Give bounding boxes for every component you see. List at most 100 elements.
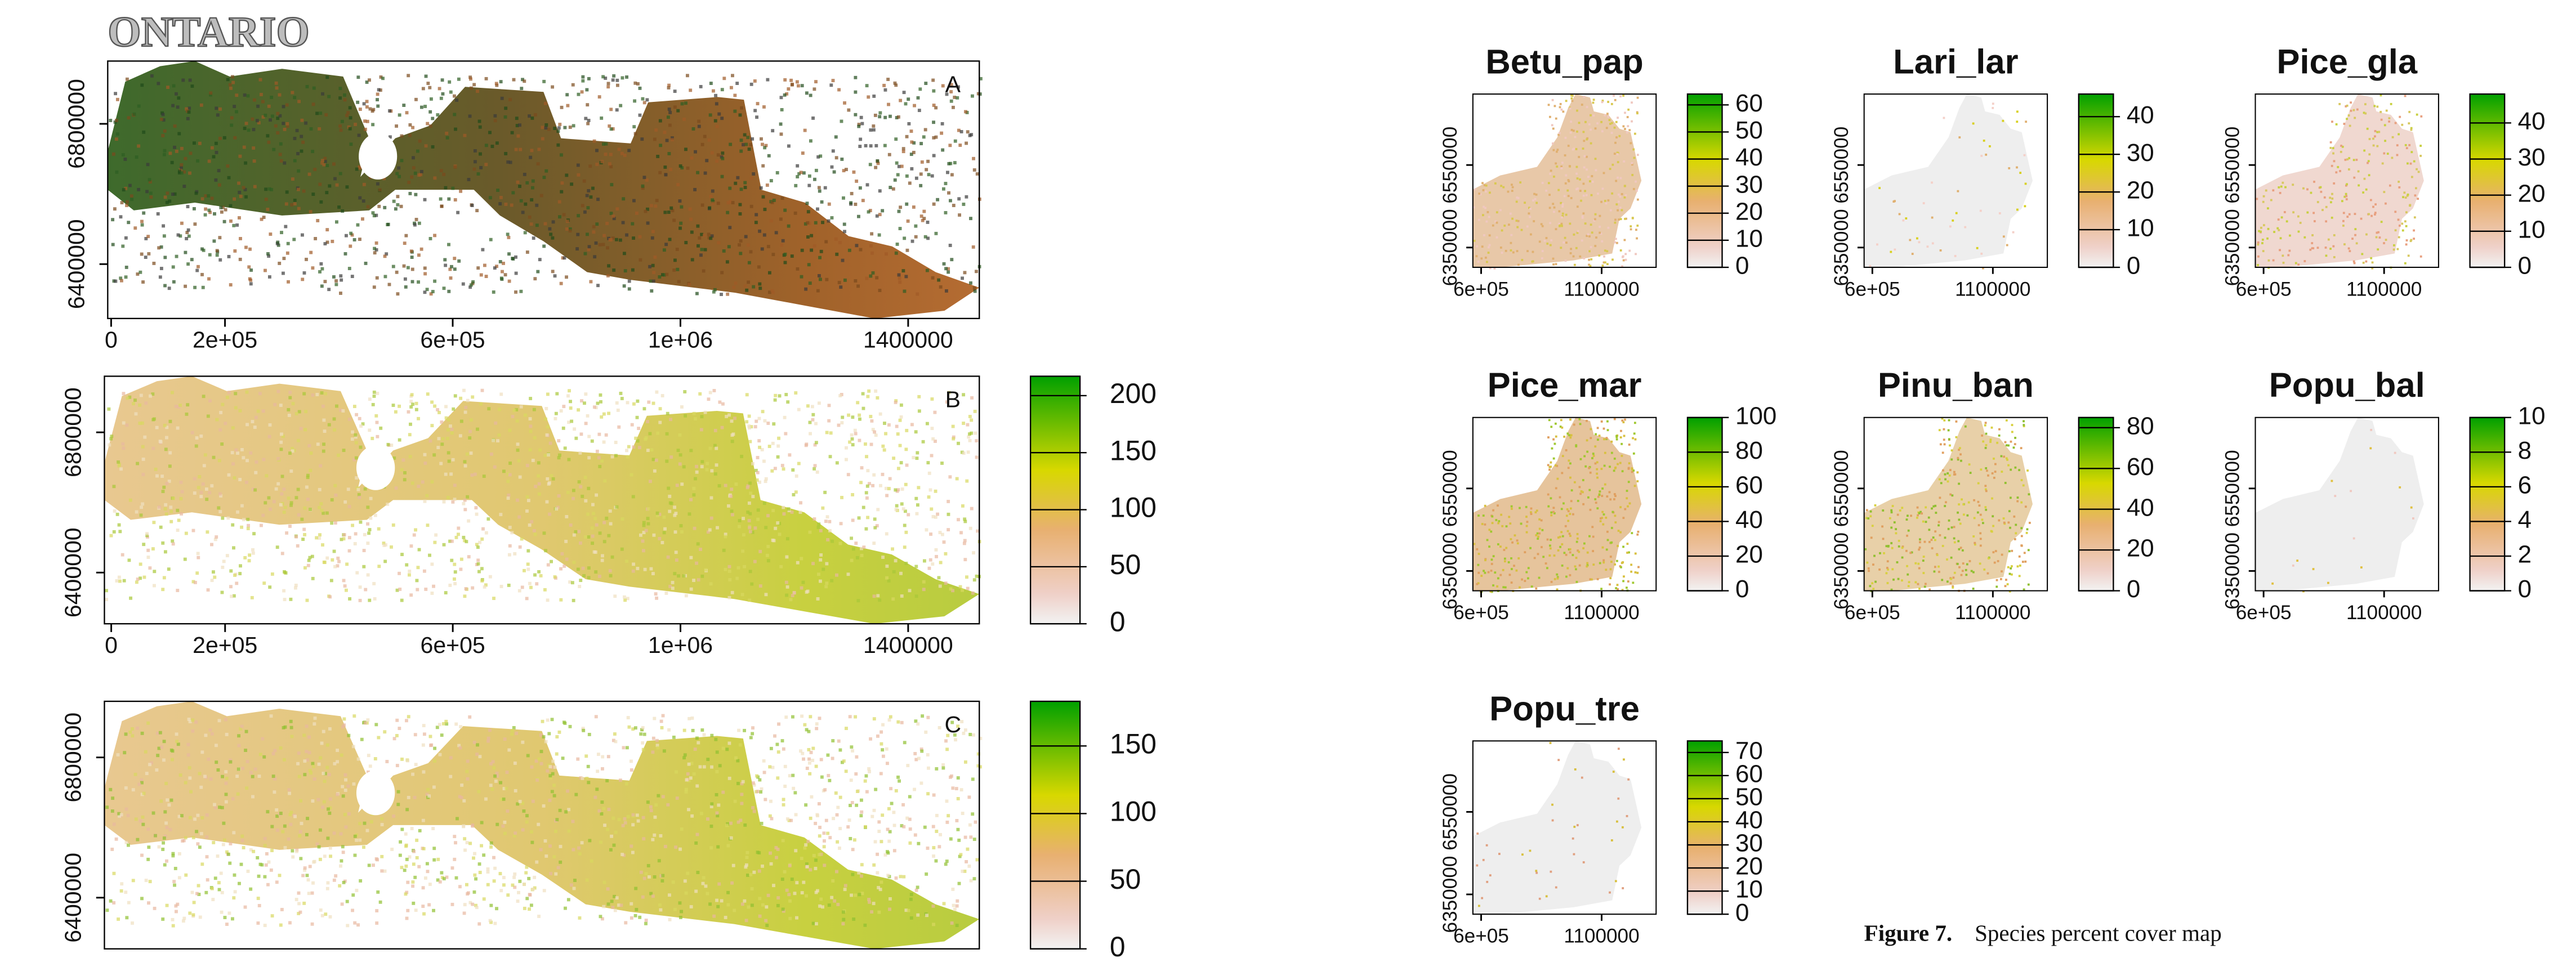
map-pixel — [788, 774, 792, 777]
map-pixel — [776, 776, 779, 780]
map-pixel — [2398, 133, 2400, 136]
map-pixel — [770, 747, 773, 750]
map-pixel — [644, 922, 648, 925]
map-pixel — [322, 772, 325, 775]
map-pixel — [950, 173, 954, 177]
map-pixel — [728, 578, 731, 581]
map-pixel — [856, 790, 859, 793]
map-pixel — [783, 416, 787, 419]
species-title: Betu_pap — [1485, 43, 1643, 82]
map-pixel — [672, 880, 675, 884]
map-pixel — [487, 407, 490, 410]
map-pixel — [858, 418, 861, 421]
map-pixel — [200, 491, 203, 494]
map-pixel — [752, 871, 756, 874]
map-pixel — [181, 79, 185, 82]
map-pixel — [882, 755, 885, 758]
map-pixel — [934, 490, 937, 493]
map-pixel — [2348, 168, 2350, 171]
map-pixel — [639, 114, 642, 117]
map-pixel — [569, 406, 573, 410]
map-pixel — [227, 176, 231, 180]
map-pixel — [810, 751, 813, 754]
map-pixel — [932, 104, 936, 107]
map-pixel — [354, 123, 357, 126]
map-pixel — [2292, 183, 2294, 186]
map-pixel — [153, 417, 156, 420]
map-pixel — [234, 449, 238, 452]
map-pixel — [342, 794, 345, 798]
map-pixel — [1635, 253, 1637, 255]
map-pixel — [275, 82, 278, 85]
map-pixel — [850, 192, 854, 195]
map-pixel — [476, 428, 479, 431]
map-pixel — [399, 840, 402, 844]
map-pixel — [528, 907, 531, 911]
map-pixel — [655, 199, 659, 202]
map-pixel — [584, 535, 587, 539]
map-pixel — [2376, 145, 2378, 147]
map-pixel — [418, 222, 421, 225]
map-pixel — [318, 127, 321, 131]
map-pixel — [497, 433, 501, 437]
map-pixel — [175, 150, 178, 153]
map-pixel — [182, 185, 186, 188]
map-pixel — [586, 194, 589, 197]
map-pixel — [592, 225, 596, 229]
map-pixel — [887, 579, 891, 583]
map-pixel — [957, 776, 960, 780]
map-pixel — [632, 125, 636, 128]
map-pixel — [413, 534, 416, 537]
map-pixel — [433, 759, 436, 763]
map-pixel — [1902, 220, 1904, 222]
map-pixel — [334, 494, 338, 497]
map-pixel — [164, 447, 168, 451]
map-pixel — [344, 789, 347, 792]
map-pixel — [940, 132, 943, 135]
map-pixel — [226, 164, 230, 168]
map-pixel — [793, 791, 797, 794]
map-pixel — [199, 916, 202, 919]
map-pixel — [664, 243, 668, 246]
map-pixel — [2333, 256, 2336, 258]
map-pixel — [658, 171, 662, 174]
map-pixel — [442, 173, 445, 176]
map-pixel — [740, 106, 743, 110]
map-pixel — [779, 123, 783, 126]
map-pixel — [216, 113, 220, 117]
map-pixel — [109, 788, 112, 791]
map-pixel — [2257, 256, 2260, 258]
map-pixel — [108, 443, 111, 446]
map-pixel — [652, 737, 655, 740]
x-tick-label: 0 — [105, 632, 118, 658]
map-pixel — [668, 918, 672, 921]
map-pixel — [730, 419, 734, 423]
map-pixel — [803, 129, 807, 132]
map-pixel — [316, 219, 319, 222]
map-pixel — [464, 406, 467, 409]
map-pixel — [574, 530, 578, 534]
map-pixel — [678, 433, 682, 437]
map-pixel — [587, 119, 591, 122]
map-pixel — [294, 496, 298, 499]
map-pixel — [976, 172, 979, 176]
map-pixel — [1510, 213, 1512, 215]
map-pixel — [808, 174, 811, 178]
map-pixel — [184, 251, 187, 254]
map-pixel — [884, 432, 887, 436]
map-pixel — [416, 588, 419, 592]
map-pixel — [251, 118, 254, 121]
map-pixel — [837, 88, 841, 92]
map-pixel — [444, 591, 448, 594]
map-pixel — [220, 911, 224, 914]
map-pixel — [872, 128, 876, 132]
map-pixel — [296, 129, 299, 132]
map-pixel — [860, 554, 864, 557]
map-pixel — [1618, 194, 1620, 196]
map-pixel — [284, 506, 287, 509]
map-pixel — [1584, 190, 1586, 192]
map-pixel — [566, 394, 570, 397]
map-pixel — [127, 814, 130, 817]
map-pixel — [241, 839, 244, 842]
map-pixel — [2404, 262, 2407, 265]
